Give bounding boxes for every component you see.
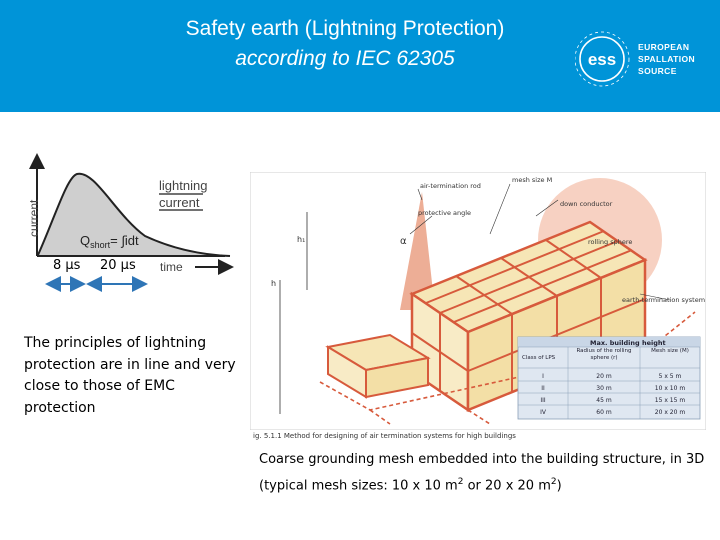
curve-label-1: lightning [159, 178, 207, 193]
low-front [365, 356, 429, 399]
th-mesh: Mesh size (M) [651, 348, 689, 354]
time-interval-arrows [45, 276, 148, 292]
cell-0-2: 5 x 5 m [659, 373, 682, 380]
label-mesh-size: mesh size M [512, 176, 552, 184]
waveform-area [38, 173, 230, 256]
dim-h-label: h [271, 279, 276, 288]
cell-1-0: II [541, 385, 545, 392]
ess-logo: ess EUROPEAN SPALLATION SOURCE [574, 28, 715, 90]
cell-1-2: 10 x 10 m [655, 385, 686, 392]
curve-label-2: current [159, 195, 200, 210]
th-class: Class of LPS [522, 355, 556, 361]
formula-q: Q [80, 233, 90, 248]
time-label-8us: 8 µs [53, 258, 81, 273]
logo-line1: EUROPEAN [638, 42, 690, 52]
slide-title-line1: Safety earth (Lightning Protection) [185, 17, 505, 40]
caption-part1: Coarse grounding mesh embedded into the … [259, 452, 705, 494]
formula-rest: = ∫idt [110, 233, 139, 248]
leader-lines [409, 183, 671, 301]
principles-text: The principles of lightning protection a… [24, 335, 236, 416]
cell-2-1: 45 m [596, 397, 612, 404]
cell-0-1: 20 m [596, 373, 612, 380]
th-mesh-wrap: Mesh size (M) [651, 348, 689, 354]
title-banner: Safety earth (Lightning Protection) acco… [0, 0, 720, 112]
cell-1-1: 30 m [596, 385, 612, 392]
label-protective-angle: protective angle [418, 209, 471, 217]
cell-2-0: III [540, 397, 546, 404]
y-axis-label: current [27, 199, 41, 237]
caption-sup1: 2 [457, 477, 464, 487]
logo-line3: SOURCE [638, 66, 677, 76]
protective-cone [400, 192, 435, 310]
label-down-conductor: down conductor [560, 200, 613, 208]
lightning-waveform: current lightning current Qshort= ∫idt t… [27, 153, 234, 275]
alpha-label: α [400, 236, 407, 247]
table-title: Max. building height [590, 339, 666, 347]
label-earth-termination: earth-termination system [622, 296, 705, 304]
cell-3-2: 20 x 20 m [655, 409, 686, 416]
cell-3-0: IV [540, 409, 547, 416]
formula: Qshort= ∫idt [80, 233, 139, 250]
lps-table: Max. building height Class of LPS Radius… [517, 336, 701, 420]
logo-line2: SPALLATION [638, 54, 696, 64]
x-axis-label: time [160, 260, 183, 274]
cell-3-1: 60 m [596, 409, 612, 416]
slide-title-line2: according to IEC 62305 [235, 47, 455, 70]
ess-logo-mark: ess [574, 31, 630, 87]
caption-sup2: 2 [550, 477, 557, 487]
label-rolling-sphere: rolling sphere [588, 238, 632, 246]
cell-0-0: I [542, 373, 544, 380]
cell-2-2: 15 x 15 m [655, 397, 686, 404]
formula-sub: short [90, 240, 111, 250]
th-radius-wrap: Radius of the rolling sphere (r) [576, 348, 632, 361]
ess-logo-text: ess [588, 50, 616, 69]
label-air-termination-rod: air-termination rod [420, 182, 481, 190]
building-mesh-figure: h h₁ α air-termination rod mesh size M p… [250, 172, 706, 430]
figure-caption: ig. 5.1.1 Method for designing of air te… [253, 432, 516, 440]
mesh-caption: Coarse grounding mesh embedded into the … [259, 449, 719, 497]
earth-termination [319, 311, 696, 425]
waveform-curve [37, 172, 231, 257]
dim-h1-label: h₁ [297, 235, 305, 244]
time-label-20us: 20 µs [100, 258, 136, 273]
th-radius: Radius of the rolling sphere (r) [576, 348, 632, 361]
caption-part2: or 20 x 20 m [463, 478, 551, 494]
caption-part3: ) [556, 478, 562, 494]
